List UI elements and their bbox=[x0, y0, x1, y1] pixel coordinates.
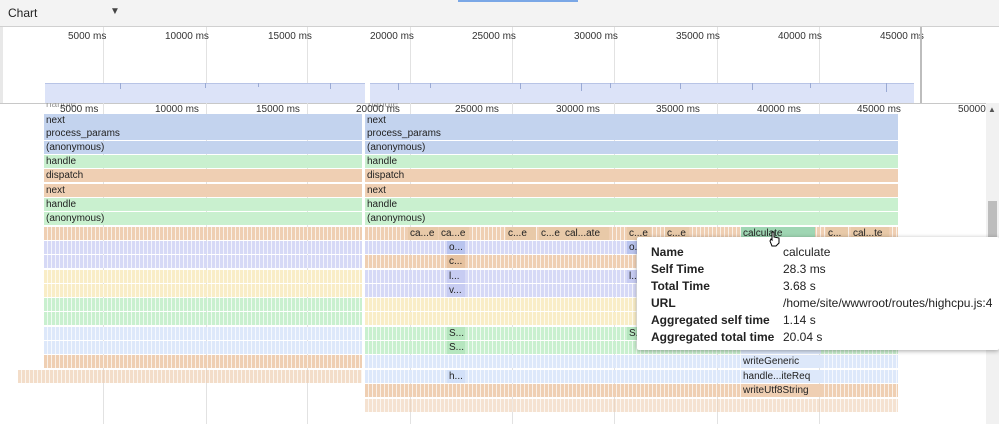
scrollbar-thumb[interactable] bbox=[988, 201, 997, 241]
flame-frame[interactable]: process_params bbox=[365, 127, 898, 140]
overview-tick: 10000 ms bbox=[165, 31, 209, 42]
flame-frame[interactable]: c... bbox=[447, 255, 465, 268]
flame-frame[interactable]: next bbox=[44, 114, 362, 127]
ruler-tick: 5000 ms bbox=[60, 104, 99, 115]
flame-frame[interactable]: process_params bbox=[44, 127, 362, 140]
flame-row-collapsed[interactable] bbox=[44, 255, 362, 268]
flame-frame[interactable]: (anonymous) bbox=[365, 141, 898, 154]
active-indicator bbox=[458, 0, 578, 2]
tooltip-value: 20.04 s bbox=[783, 330, 823, 344]
flame-row-collapsed[interactable] bbox=[44, 241, 362, 254]
ruler-tick: 25000 ms bbox=[455, 104, 499, 115]
ruler-tick: 40000 ms bbox=[757, 104, 801, 115]
ruler-tick: 20000 ms bbox=[356, 104, 400, 115]
tooltip-key: Aggregated total time bbox=[651, 330, 775, 344]
tooltip-value: /home/site/wwwroot/routes/highcpu.js:4 bbox=[783, 296, 993, 310]
flame-row-collapsed[interactable] bbox=[44, 341, 362, 354]
overview-tick: 25000 ms bbox=[472, 31, 516, 42]
tooltip-value: calculate bbox=[783, 245, 831, 259]
flame-frame[interactable]: ca...e bbox=[408, 227, 438, 240]
view-select[interactable]: Chart ▼ bbox=[2, 3, 122, 23]
flame-frame[interactable]: next bbox=[44, 184, 362, 197]
flame-frame-selected[interactable]: calculate bbox=[741, 227, 815, 240]
overview-tick: 20000 ms bbox=[370, 31, 414, 42]
flame-row-collapsed[interactable] bbox=[44, 284, 362, 297]
mouse-pointer-icon bbox=[769, 231, 780, 247]
tooltip-value: 1.14 s bbox=[783, 313, 816, 327]
flame-row-collapsed[interactable] bbox=[18, 370, 362, 383]
overview-tick: 5000 ms bbox=[68, 31, 107, 42]
frame-details-tooltip: Name calculate Self Time 28.3 ms Total T… bbox=[637, 237, 999, 350]
overview-tick: 30000 ms bbox=[574, 31, 618, 42]
overview-tick: 45000 ms bbox=[880, 31, 924, 42]
flame-frame[interactable]: h... bbox=[447, 370, 465, 383]
flame-frame[interactable]: S... bbox=[447, 341, 465, 354]
flame-frame[interactable]: writeGeneric bbox=[741, 355, 821, 368]
ruler-tick: 35000 ms bbox=[656, 104, 700, 115]
flame-frame[interactable]: (anonymous) bbox=[44, 212, 362, 225]
flame-frame[interactable]: o... bbox=[627, 241, 639, 254]
flame-row-collapsed[interactable] bbox=[44, 327, 362, 340]
flame-row-collapsed[interactable] bbox=[365, 399, 898, 412]
ruler-tick: 50000 bbox=[958, 104, 986, 115]
timeline-overview[interactable]: 5000 ms 10000 ms 15000 ms 20000 ms 25000… bbox=[0, 27, 999, 104]
overview-tick: 40000 ms bbox=[778, 31, 822, 42]
flame-frame[interactable]: c...e bbox=[506, 227, 536, 240]
faded-frame-label: handle bbox=[46, 103, 77, 110]
overview-left-handle[interactable] bbox=[0, 27, 3, 103]
overview-right-handle[interactable] bbox=[920, 27, 922, 103]
flame-frame[interactable]: (anonymous) bbox=[44, 141, 362, 154]
flame-frame[interactable]: S... bbox=[447, 327, 465, 340]
chevron-down-icon[interactable]: ▼ bbox=[110, 6, 120, 17]
flame-frame[interactable]: cal...ate bbox=[563, 227, 609, 240]
flame-frame[interactable]: handle bbox=[365, 155, 898, 168]
tooltip-key: Name bbox=[651, 245, 684, 259]
flame-frame[interactable]: next bbox=[365, 114, 898, 127]
ruler-tick: 15000 ms bbox=[256, 104, 300, 115]
flame-frame[interactable]: dispatch bbox=[44, 169, 362, 182]
flame-frame[interactable]: cal...te bbox=[851, 227, 889, 240]
tooltip-key: URL bbox=[651, 296, 676, 310]
flame-frame[interactable]: dispatch bbox=[365, 169, 898, 182]
flame-frame[interactable]: l... bbox=[627, 270, 639, 283]
flame-frame[interactable]: c...e bbox=[665, 227, 689, 240]
view-select-label: Chart bbox=[8, 6, 38, 20]
overview-tick: 35000 ms bbox=[676, 31, 720, 42]
overview-tick: 15000 ms bbox=[268, 31, 312, 42]
flame-row-collapsed[interactable] bbox=[44, 298, 362, 311]
flame-frame[interactable]: c... bbox=[826, 227, 848, 240]
flame-frame[interactable]: next bbox=[365, 184, 898, 197]
flame-frame[interactable]: handle bbox=[44, 198, 362, 211]
cpu-activity-graph bbox=[370, 83, 914, 103]
faded-frame-label: handle bbox=[368, 103, 399, 110]
flame-frame[interactable]: handle...iteReq bbox=[741, 370, 821, 383]
flame-frame[interactable]: handle bbox=[365, 198, 898, 211]
flame-frame[interactable]: v... bbox=[447, 284, 465, 297]
toolbar: Chart ▼ bbox=[0, 0, 999, 27]
flame-row-collapsed[interactable] bbox=[44, 270, 362, 283]
tooltip-value: 28.3 ms bbox=[783, 262, 826, 276]
ruler-tick: 45000 ms bbox=[857, 104, 901, 115]
ruler-tick: 10000 ms bbox=[155, 104, 199, 115]
flame-frame[interactable]: c...e bbox=[539, 227, 563, 240]
flame-frame[interactable]: ca...e bbox=[439, 227, 469, 240]
flame-frame[interactable]: writeUtf8String bbox=[741, 384, 821, 397]
time-ruler: 5000 ms 10000 ms 15000 ms 20000 ms 25000… bbox=[0, 103, 999, 117]
ruler-tick: 30000 ms bbox=[556, 104, 600, 115]
flame-frame[interactable]: handle bbox=[44, 155, 362, 168]
flame-frame[interactable]: c...e bbox=[627, 227, 651, 240]
flame-frame[interactable]: (anonymous) bbox=[365, 212, 898, 225]
tooltip-key: Aggregated self time bbox=[651, 313, 770, 327]
tooltip-key: Total Time bbox=[651, 279, 710, 293]
scroll-up-icon[interactable]: ▲ bbox=[988, 105, 996, 114]
tooltip-key: Self Time bbox=[651, 262, 705, 276]
flame-row-collapsed[interactable] bbox=[44, 227, 362, 240]
tooltip-value: 3.68 s bbox=[783, 279, 816, 293]
flame-frame[interactable]: l... bbox=[447, 270, 465, 283]
flame-row-collapsed[interactable] bbox=[44, 312, 362, 325]
flame-row-collapsed[interactable] bbox=[44, 355, 362, 368]
flame-frame[interactable]: o... bbox=[447, 241, 465, 254]
